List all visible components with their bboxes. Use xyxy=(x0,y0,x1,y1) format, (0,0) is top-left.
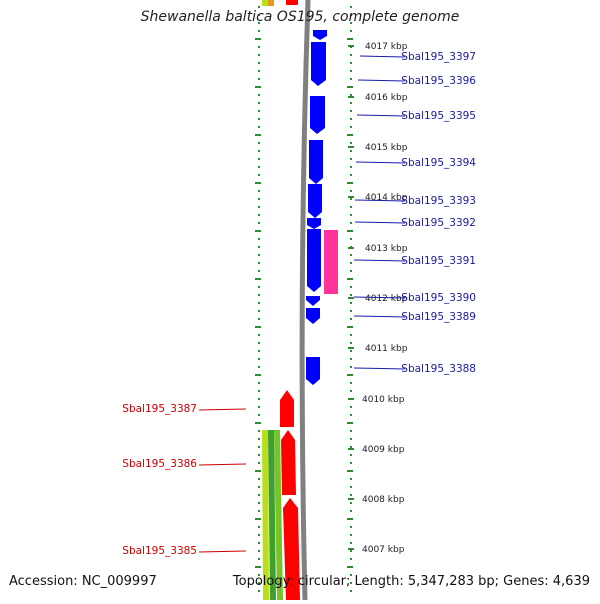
gene-label-line xyxy=(353,367,406,370)
topology-text: Topology: circular; Length: 5,347,283 bp… xyxy=(232,574,590,589)
gene-shape-sbal195-3387 xyxy=(280,390,294,427)
gene-label-sbal195-3392[interactable]: Sbal195_3392 xyxy=(401,217,476,229)
tick-mark xyxy=(348,448,354,450)
gene-shape-sbal195-3395 xyxy=(310,96,325,134)
tick-label: 4017 kbp xyxy=(365,42,408,52)
tick-labels: 4017 kbp 4016 kbp 4015 kbp 4014 kbp 4013 kbp… xyxy=(348,42,408,555)
gene-label-line xyxy=(354,199,406,202)
gene-shape-sbal195-3390 xyxy=(306,296,320,306)
gene-label-line xyxy=(198,463,247,466)
gene-label-sbal195-3394[interactable]: Sbal195_3394 xyxy=(401,157,476,169)
tick-label: 4015 kbp xyxy=(365,143,408,153)
gene-shape-sbal195-3386 xyxy=(281,430,296,495)
gene-label-sbal195-3387[interactable]: Sbal195_3387 xyxy=(122,403,197,415)
tick-mark xyxy=(348,146,354,148)
tick-mark xyxy=(348,548,354,550)
accession-text: Accession: NC_009997 xyxy=(9,574,157,589)
tick-label: 4016 kbp xyxy=(365,93,408,103)
tick-mark xyxy=(348,347,354,349)
tick-mark xyxy=(348,297,354,299)
gene-shape-sbal195-3394 xyxy=(309,140,323,184)
gene-shape-sbal195-3389 xyxy=(306,308,320,324)
gene-label-line xyxy=(198,550,247,553)
gene-label-sbal195-3393[interactable]: Sbal195_3393 xyxy=(401,195,476,207)
gene-label-line xyxy=(198,408,247,411)
tick-label: 4007 kbp xyxy=(362,545,405,555)
gene-shape-sbal195-3393 xyxy=(308,184,322,218)
tick-mark xyxy=(348,45,354,47)
gene-label-sbal195-3388[interactable]: Sbal195_3388 xyxy=(401,363,476,375)
gene-shape-sbal195-3385 xyxy=(283,498,300,600)
gene-label-line xyxy=(356,114,406,117)
tick-mark xyxy=(348,96,354,98)
tick-mark xyxy=(348,247,354,249)
tick-mark xyxy=(348,398,354,400)
tick-mark xyxy=(348,196,354,198)
gene-label-sbal195-3391[interactable]: Sbal195_3391 xyxy=(401,255,476,267)
gene-labels-left: Sbal195_3387 Sbal195_3386 Sbal195_3385 xyxy=(122,403,247,557)
gene-label-sbal195-3397[interactable]: Sbal195_3397 xyxy=(401,51,476,63)
gene-shape-sbal195-3397 xyxy=(313,30,327,40)
gene-label-line xyxy=(353,315,406,318)
ruler-left xyxy=(255,6,261,592)
gene-shape-sbal195-3392 xyxy=(307,218,321,229)
gene-label-sbal195-3386[interactable]: Sbal195_3386 xyxy=(122,458,197,470)
tick-label: 4009 kbp xyxy=(362,445,405,455)
gene-label-line xyxy=(359,55,406,58)
tick-mark xyxy=(348,498,354,500)
gene-label-line xyxy=(353,259,406,262)
page-title: Shewanella baltica OS195, complete genom… xyxy=(140,9,460,25)
gene-label-sbal195-3390[interactable]: Sbal195_3390 xyxy=(401,292,476,304)
gene-label-sbal195-3395[interactable]: Sbal195_3395 xyxy=(401,110,476,122)
gene-shape-sbal195-3396 xyxy=(311,42,326,86)
gene-label-line xyxy=(357,79,406,82)
gene-label-line xyxy=(354,221,406,224)
tick-label: 4010 kbp xyxy=(362,395,405,405)
tick-label: 4014 kbp xyxy=(365,193,408,203)
reverse-strand-bands xyxy=(262,0,283,600)
gene-label-sbal195-3385[interactable]: Sbal195_3385 xyxy=(122,545,197,557)
gene-label-sbal195-3396[interactable]: Sbal195_3396 xyxy=(401,75,476,87)
reverse-genes xyxy=(280,0,300,600)
tick-label: 4008 kbp xyxy=(362,495,405,505)
backbone xyxy=(299,0,311,601)
gene-shape-sbal195-3388 xyxy=(306,357,320,385)
gene-label-line xyxy=(355,161,406,164)
gene-labels-right: Sbal195_3397 Sbal195_3396 Sbal195_3395 Sbal… xyxy=(353,51,476,375)
tick-label: 4011 kbp xyxy=(365,344,408,354)
gene-shape-sbal195-3391 xyxy=(307,229,321,292)
gene-label-sbal195-3389[interactable]: Sbal195_3389 xyxy=(401,311,476,323)
tick-label: 4013 kbp xyxy=(365,244,408,254)
gene-label-line xyxy=(353,296,406,299)
forward-genes xyxy=(306,30,338,385)
pink-feature xyxy=(324,230,338,294)
tick-label: 4012 kbp xyxy=(365,294,408,304)
